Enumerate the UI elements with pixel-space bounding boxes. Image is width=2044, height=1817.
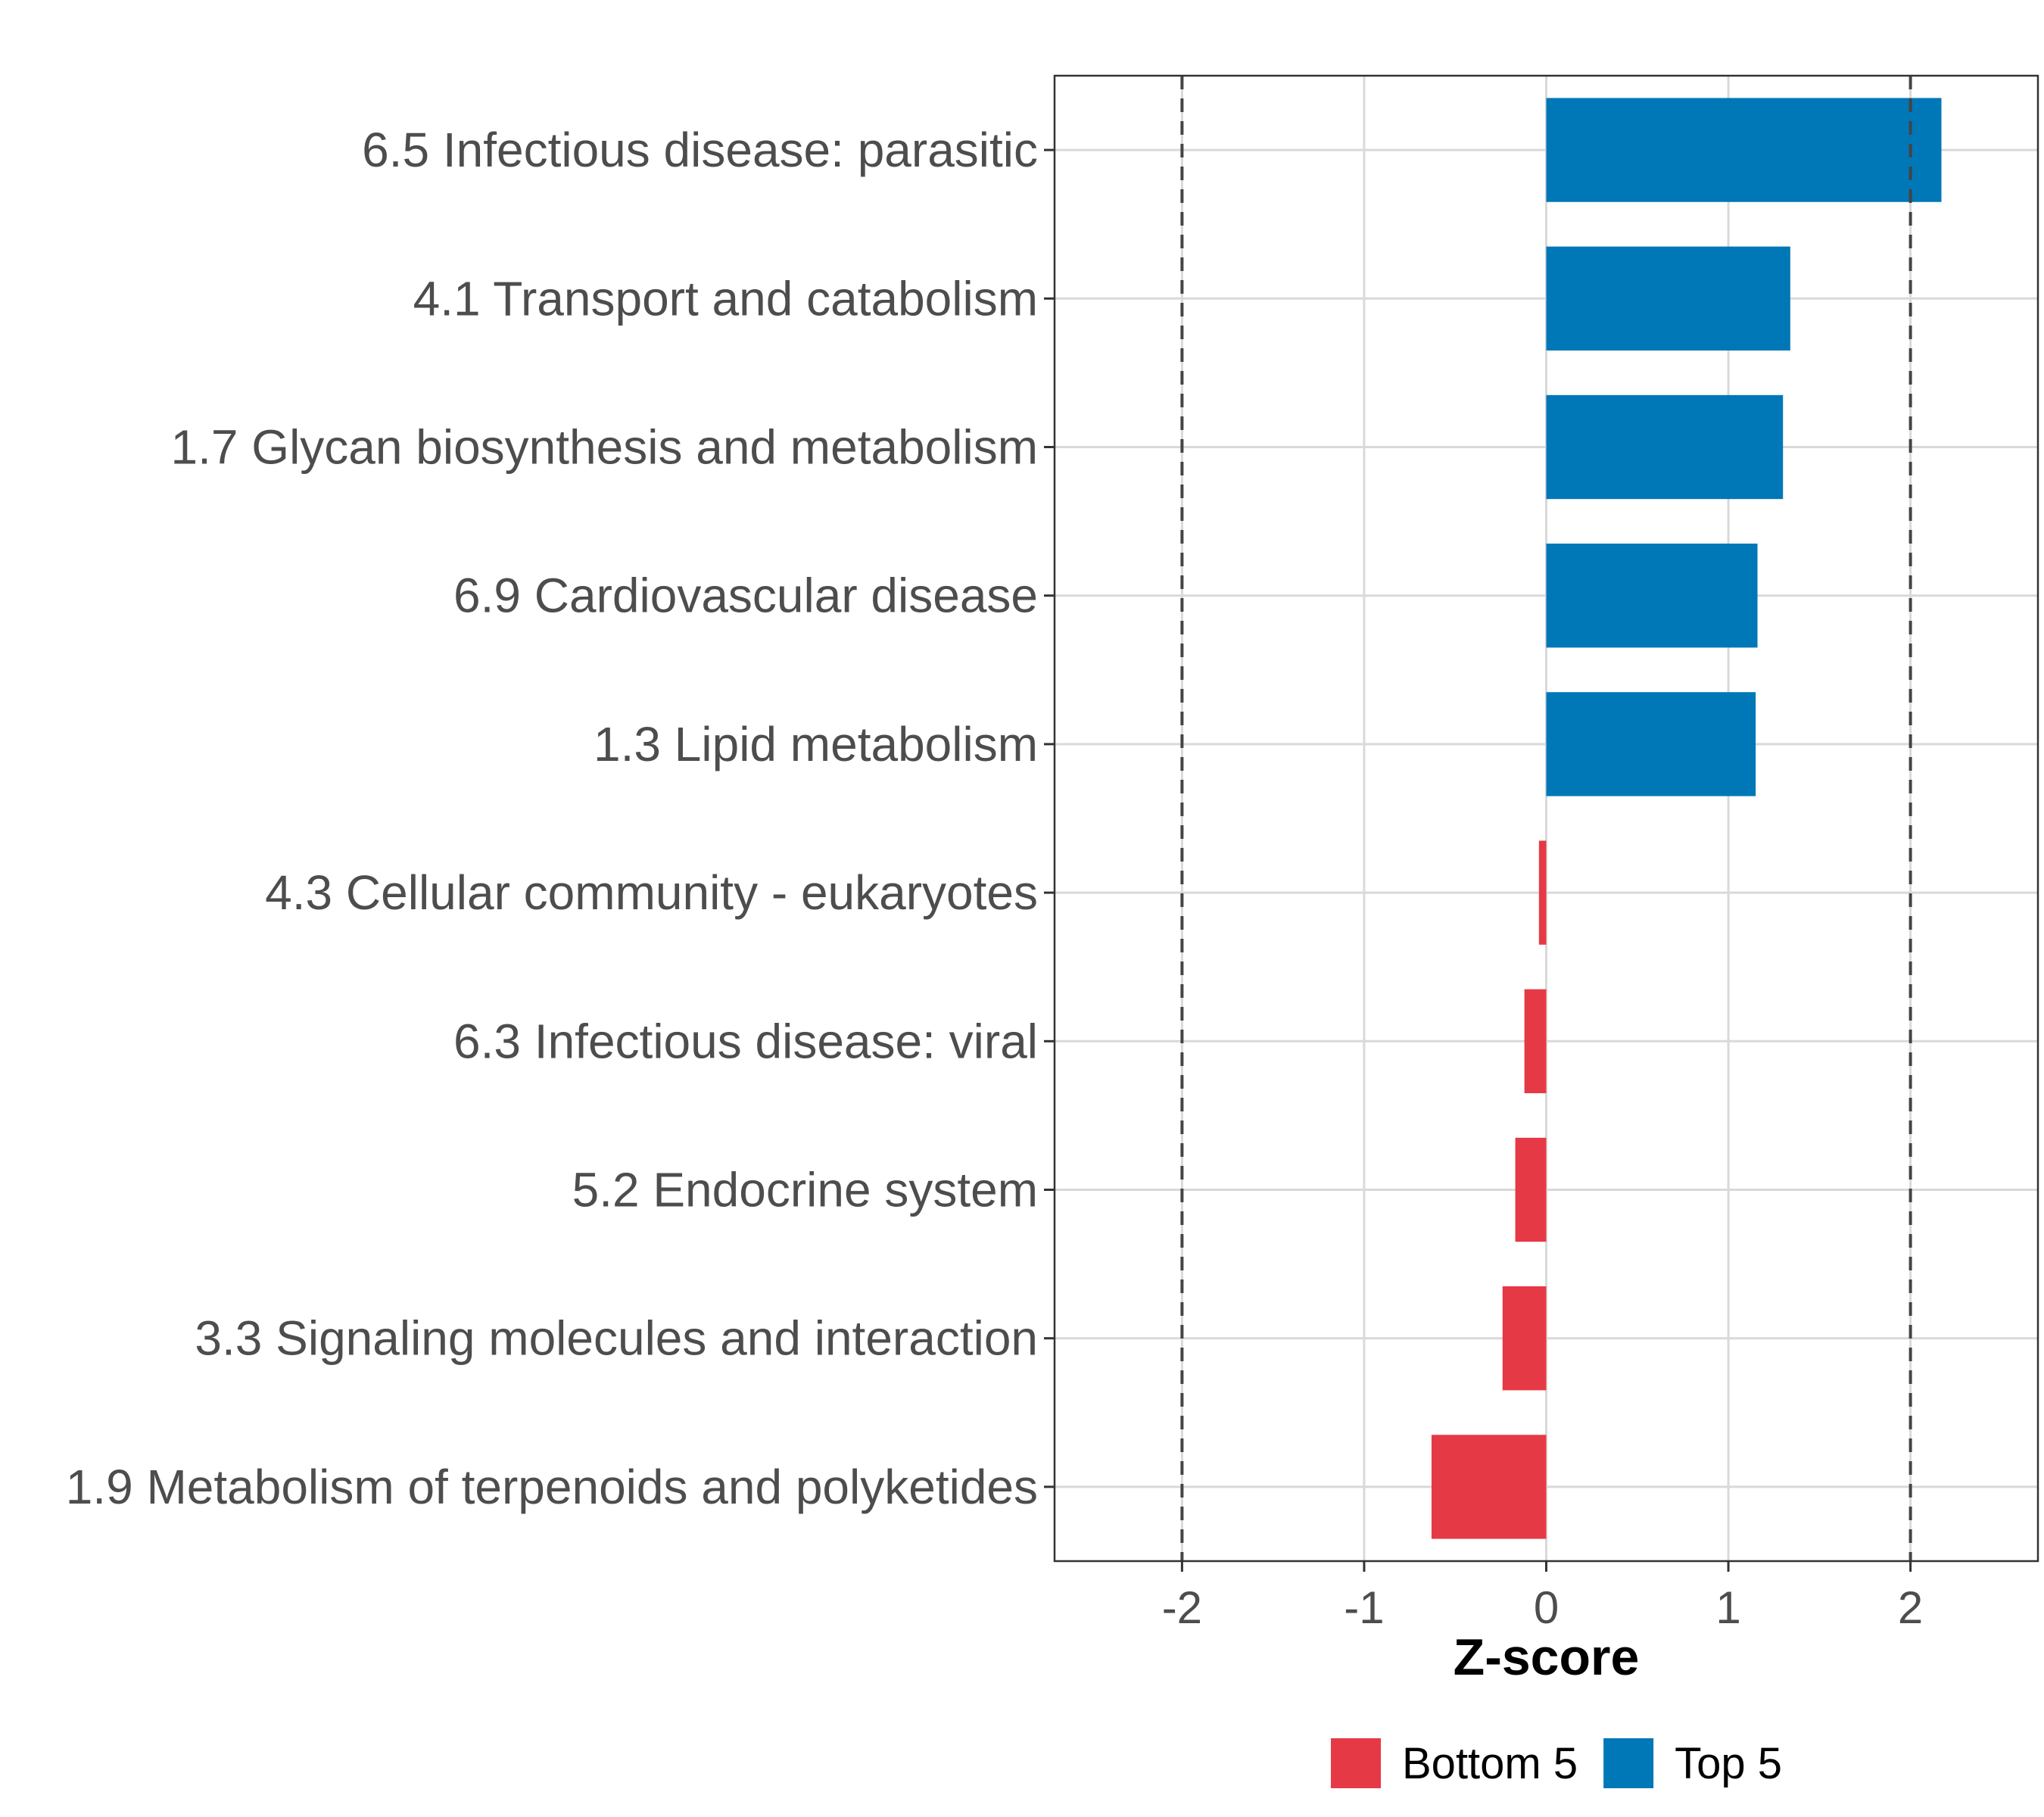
x-tick-label: 1	[1715, 1582, 1740, 1633]
category-label: 1.7 Glycan biosynthesis and metabolism	[171, 420, 1038, 475]
bar	[1502, 1286, 1547, 1391]
legend-swatch	[1331, 1738, 1381, 1788]
bar	[1524, 989, 1547, 1093]
bar	[1538, 840, 1547, 945]
bar	[1546, 544, 1758, 648]
category-label: 4.1 Transport and catabolism	[413, 271, 1038, 326]
bar	[1546, 394, 1784, 500]
x-tick-label: 2	[1898, 1582, 1923, 1633]
x-axis-title: Z-score	[1454, 1628, 1640, 1686]
y-axis: 6.5 Infectious disease: parasitic 4.1 Tra…	[66, 123, 1055, 1514]
category-label: 4.3 Cellular community - eukaryotes	[265, 865, 1038, 920]
category-label: 3.3 Signaling molecules and interaction	[195, 1311, 1038, 1366]
bars-layer	[1431, 98, 1942, 1539]
category-label: 6.5 Infectious disease: parasitic	[362, 123, 1038, 177]
legend: Bottom 5 Top 5	[1331, 1738, 1782, 1788]
reference-lines-layer	[1180, 76, 1912, 1561]
x-tick-label: -2	[1162, 1582, 1202, 1633]
bar	[1431, 1435, 1547, 1539]
legend-label: Bottom 5	[1402, 1739, 1578, 1788]
category-label: 6.3 Infectious disease: viral	[453, 1014, 1038, 1068]
bar	[1546, 246, 1790, 351]
bar	[1546, 692, 1756, 796]
category-label: 5.2 Endocrine system	[572, 1163, 1038, 1217]
category-label: 1.3 Lipid metabolism	[594, 717, 1038, 771]
bar	[1546, 98, 1942, 202]
x-tick-label: 0	[1534, 1582, 1559, 1633]
category-label: 1.9 Metabolism of terpenoids and polyket…	[66, 1460, 1038, 1514]
x-axis: -2 -1 0 1 2	[1162, 1561, 1923, 1633]
legend-swatch	[1603, 1738, 1654, 1788]
category-label: 6.9 Cardiovascular disease	[453, 569, 1038, 623]
bar	[1515, 1137, 1547, 1242]
x-tick-label: -1	[1344, 1582, 1384, 1633]
legend-label: Top 5	[1675, 1739, 1782, 1788]
